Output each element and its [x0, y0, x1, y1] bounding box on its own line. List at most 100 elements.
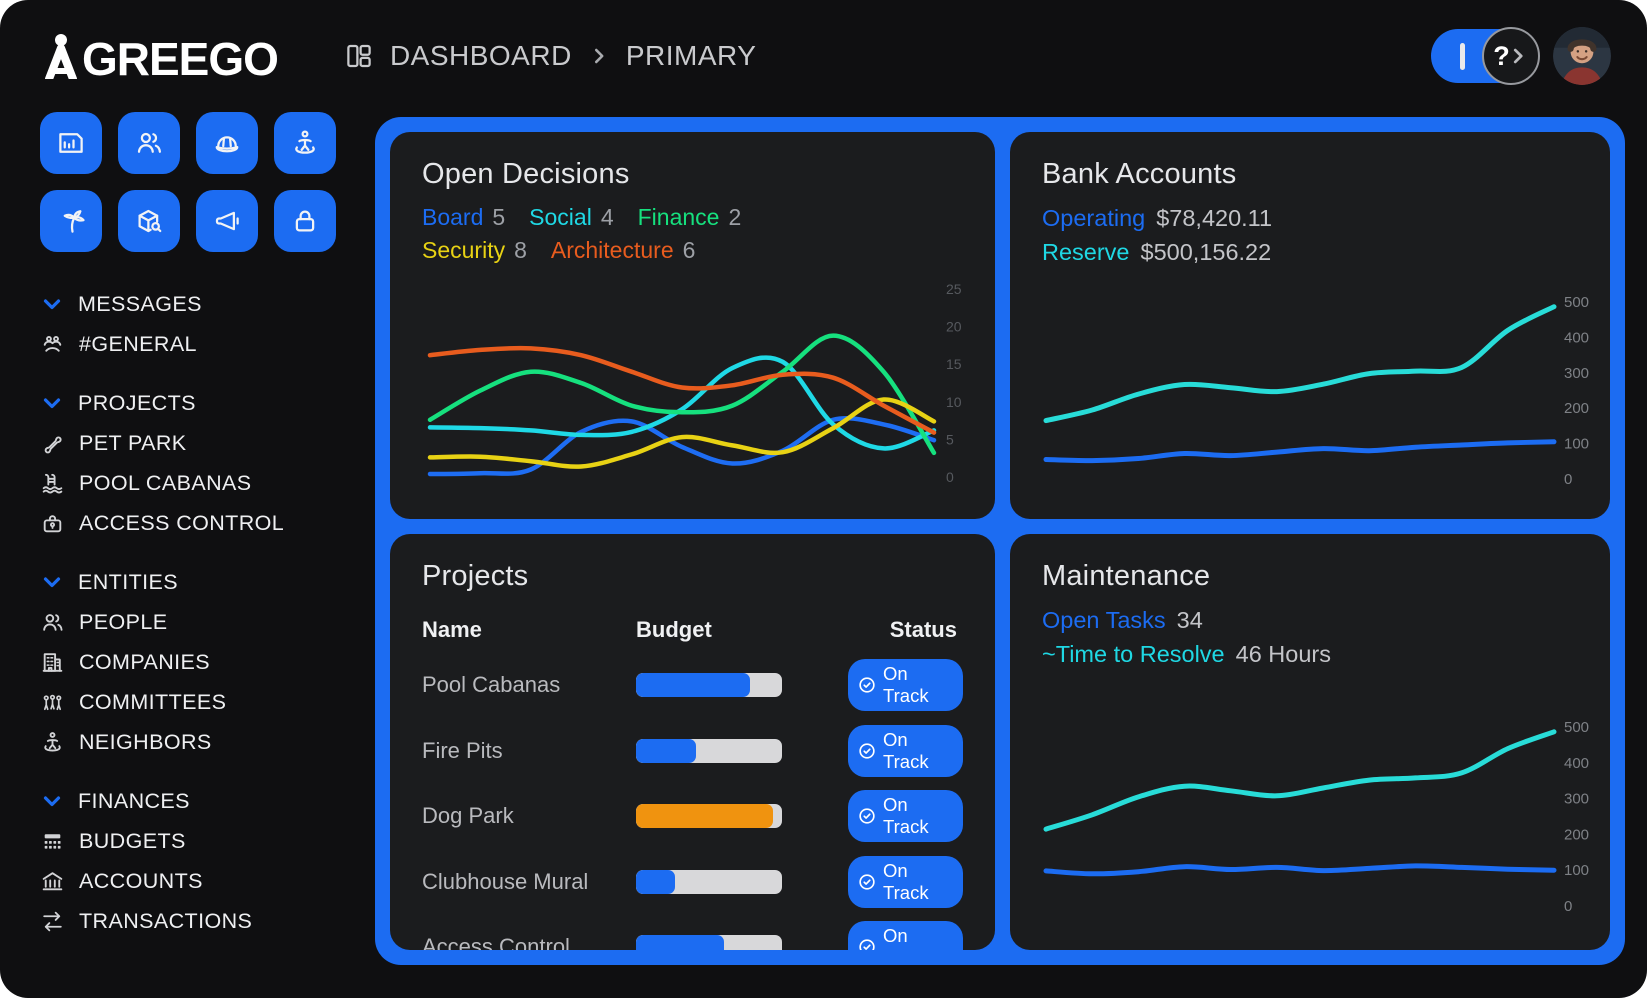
- section-entities: ENTITIES PEOPLE COMPANIES COMMITTEES NEIGHBO…: [40, 562, 372, 762]
- sidebar-item-accounts[interactable]: ACCOUNTS: [40, 861, 372, 901]
- sidebar-item-companies[interactable]: COMPANIES: [40, 642, 372, 682]
- toggle-cursor: [1460, 42, 1465, 70]
- section-header-messages[interactable]: MESSAGES: [40, 284, 372, 324]
- item-label: PEOPLE: [79, 609, 168, 634]
- quick-action-report-chart[interactable]: [40, 112, 102, 174]
- budget-bar: [636, 804, 782, 828]
- logo-text: GREEGO: [82, 33, 279, 85]
- sidebar-item-people[interactable]: PEOPLE: [40, 602, 372, 642]
- quick-action-users[interactable]: [118, 112, 180, 174]
- status-badge[interactable]: On Track: [848, 855, 963, 908]
- sidebar-item-neighbors[interactable]: NEIGHBORS: [40, 722, 372, 762]
- topbar-right: ?: [1431, 27, 1611, 85]
- project-name: Clubhouse Mural: [422, 868, 589, 894]
- card-bank-accounts: Bank Accounts Operating $78,420.11 Reserve…: [1010, 132, 1610, 519]
- quick-action-package-search[interactable]: [118, 190, 180, 252]
- column-header-status: Status: [889, 617, 957, 642]
- dashboard-icon: [344, 41, 374, 71]
- status-badge[interactable]: On Track: [848, 921, 963, 950]
- budget-bar: [636, 935, 782, 950]
- sidebar-item-general[interactable]: #GENERAL: [40, 324, 372, 364]
- budget-bar: [636, 738, 782, 763]
- status-badge[interactable]: On Track: [848, 790, 963, 842]
- report-chart-icon: [56, 128, 86, 158]
- stat-operating: Operating $78,420.11: [1042, 205, 1273, 231]
- sidebar-item-budgets[interactable]: BUDGETS: [40, 821, 372, 861]
- users-icon: [40, 610, 65, 635]
- svg-text:200: 200: [1564, 400, 1589, 417]
- item-label: COMMITTEES: [79, 689, 227, 714]
- card-title: Maintenance: [1042, 560, 1211, 592]
- legend-finance[interactable]: Finance 2: [637, 204, 742, 230]
- check-circle-icon: [857, 741, 877, 761]
- chevron-right-icon: [1510, 45, 1529, 67]
- item-label: BUDGETS: [79, 828, 186, 853]
- status-badge[interactable]: On Track: [848, 659, 963, 711]
- svg-text:0: 0: [1564, 471, 1572, 488]
- breadcrumb-dashboard[interactable]: DASHBOARD: [389, 40, 572, 71]
- chevron-right-icon: [588, 45, 610, 67]
- stat-open-tasks: Open Tasks 34: [1042, 607, 1203, 633]
- section-header-projects[interactable]: PROJECTS: [40, 383, 372, 423]
- section-header-entities[interactable]: ENTITIES: [40, 562, 372, 602]
- svg-text:300: 300: [1564, 365, 1589, 382]
- projects-table-header: Name Budget Status: [422, 617, 963, 643]
- chevron-down-icon: [40, 391, 64, 415]
- project-name: Dog Park: [422, 803, 514, 828]
- quick-actions: [40, 112, 372, 252]
- quick-action-person-star[interactable]: [274, 112, 336, 174]
- sidebar-item-pool-cabanas[interactable]: POOL CABANAS: [40, 463, 372, 503]
- svg-text:400: 400: [1564, 330, 1589, 347]
- package-search-icon: [134, 206, 164, 236]
- logo-person-icon: [44, 33, 80, 79]
- assistant-toggle[interactable]: ?: [1431, 27, 1540, 85]
- section-projects: PROJECTS PET PARK POOL CABANAS ACCESS CONTR…: [40, 383, 372, 543]
- help-button[interactable]: ?: [1482, 27, 1540, 85]
- legend-architecture[interactable]: Architecture 6: [550, 237, 696, 263]
- legend-security[interactable]: Security 8: [422, 237, 527, 263]
- table-row-fire-pits[interactable]: Fire Pits On Track: [422, 724, 963, 777]
- legend-social[interactable]: Social 4: [529, 204, 614, 230]
- svg-text:0: 0: [1564, 898, 1572, 915]
- users-round-icon: [40, 332, 65, 357]
- card-title: Open Decisions: [422, 158, 630, 190]
- grid-dots-icon: [40, 829, 65, 854]
- table-row-dog-park[interactable]: Dog Park On Track: [422, 790, 963, 842]
- budget-bar: [636, 869, 782, 894]
- logo[interactable]: GREEGO: [44, 33, 279, 85]
- table-row-access-control[interactable]: Access Control On Track: [422, 921, 963, 950]
- svg-text:100: 100: [1564, 862, 1589, 879]
- svg-text:100: 100: [1564, 436, 1589, 453]
- bank-accounts-chart: 0 100 200 300 400 500: [1043, 294, 1589, 488]
- project-name: Pool Cabanas: [422, 672, 561, 697]
- section-label: PROJECTS: [78, 390, 196, 415]
- sidebar-item-committees[interactable]: COMMITTEES: [40, 682, 372, 722]
- project-name: Fire Pits: [422, 737, 503, 763]
- legend-board[interactable]: Board 5: [422, 204, 506, 230]
- svg-text:300: 300: [1564, 791, 1589, 808]
- quick-action-megaphone[interactable]: [196, 190, 258, 252]
- table-row-pool-cabanas[interactable]: Pool Cabanas On Track: [422, 659, 963, 711]
- quick-action-palm-tree[interactable]: [40, 190, 102, 252]
- status-badge[interactable]: On Track: [848, 724, 963, 777]
- avatar[interactable]: [1553, 27, 1611, 85]
- quick-action-hard-hat[interactable]: [196, 112, 258, 174]
- svg-text:500: 500: [1564, 294, 1589, 311]
- breadcrumb-primary[interactable]: PRIMARY: [625, 40, 757, 71]
- chevron-down-icon: [40, 789, 64, 813]
- topbar: GREEGO DASHBOARD PRIMARY ?: [0, 0, 1647, 112]
- open-decisions-chart: 0 5 10 15 20 25: [427, 281, 962, 485]
- transfer-icon: [40, 909, 65, 934]
- sidebar-item-pet-park[interactable]: PET PARK: [40, 423, 372, 463]
- sidebar-item-access-control[interactable]: ACCESS CONTROL: [40, 503, 372, 543]
- quick-action-lock[interactable]: [274, 190, 336, 252]
- table-row-clubhouse-mural[interactable]: Clubhouse Mural On Track: [422, 855, 963, 908]
- svg-text:10: 10: [946, 394, 962, 410]
- section-header-finances[interactable]: FINANCES: [40, 781, 372, 821]
- bank-icon: [40, 869, 65, 894]
- bank-accounts-stats: Operating $78,420.11 Reserve $500,156.22: [1042, 201, 1578, 269]
- users-icon: [134, 128, 164, 158]
- sidebar-item-transactions[interactable]: TRANSACTIONS: [40, 901, 372, 941]
- project-name: Access Control: [422, 934, 570, 950]
